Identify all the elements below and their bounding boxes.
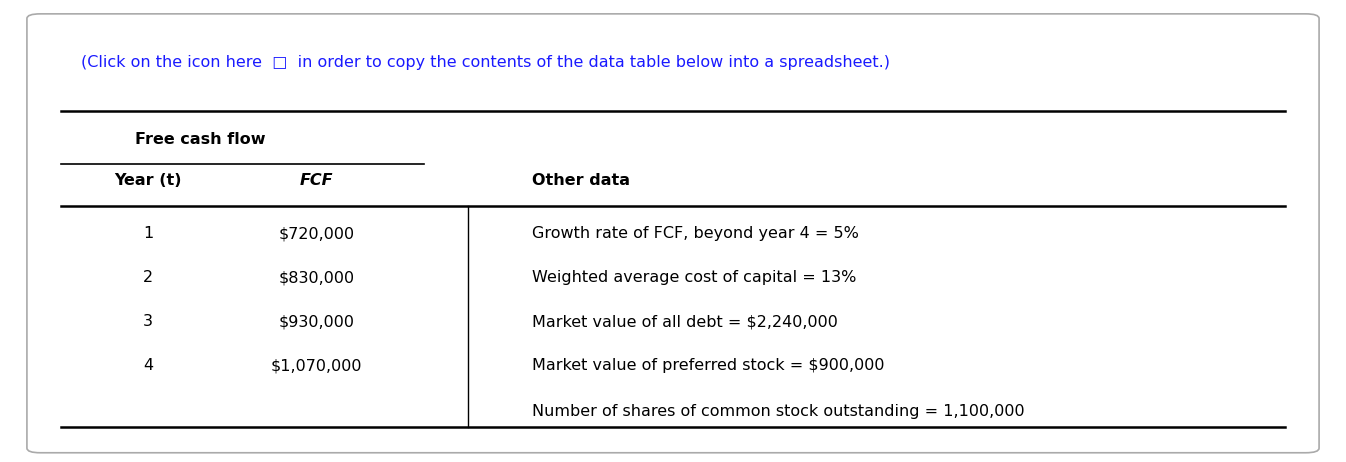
Text: Market value of preferred stock = $900,000: Market value of preferred stock = $900,0…	[532, 358, 884, 373]
Text: Growth rate of FCF, beyond year 4 = 5%: Growth rate of FCF, beyond year 4 = 5%	[532, 226, 859, 241]
Text: Weighted average cost of capital = 13%: Weighted average cost of capital = 13%	[532, 270, 856, 285]
Text: $830,000: $830,000	[279, 270, 354, 285]
Text: $720,000: $720,000	[279, 226, 354, 241]
Text: FCF: FCF	[300, 173, 332, 188]
FancyBboxPatch shape	[27, 14, 1319, 453]
Text: Year (t): Year (t)	[114, 173, 182, 188]
Text: $930,000: $930,000	[279, 314, 354, 329]
Text: Market value of all debt = $2,240,000: Market value of all debt = $2,240,000	[532, 314, 837, 329]
Text: 2: 2	[143, 270, 153, 285]
Text: Free cash flow: Free cash flow	[135, 132, 265, 146]
Text: (Click on the icon here  □  in order to copy the contents of the data table belo: (Click on the icon here □ in order to co…	[81, 55, 890, 70]
Text: Number of shares of common stock outstanding = 1,100,000: Number of shares of common stock outstan…	[532, 404, 1024, 419]
Text: 1: 1	[143, 226, 153, 241]
Text: $1,070,000: $1,070,000	[271, 358, 362, 373]
Text: Other data: Other data	[532, 173, 630, 188]
Text: 3: 3	[143, 314, 153, 329]
Text: 4: 4	[143, 358, 153, 373]
